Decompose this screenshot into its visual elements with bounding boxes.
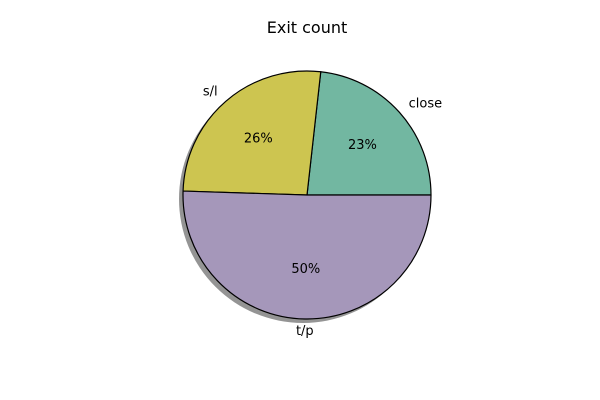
pie-labels: close 23% s/l 26% t/p 50% bbox=[203, 84, 442, 338]
slice-percent-close: 23% bbox=[348, 138, 377, 153]
pie-slices bbox=[182, 70, 432, 320]
slice-percent-s-l: 26% bbox=[244, 131, 273, 146]
chart-title: Exit count bbox=[267, 18, 348, 37]
slice-label-s-l: s/l bbox=[203, 84, 218, 99]
pie-slice-s-l bbox=[182, 70, 322, 196]
pie-slice-t-p bbox=[182, 190, 432, 320]
slice-percent-t-p: 50% bbox=[291, 262, 320, 277]
pie-slice-close bbox=[306, 71, 432, 196]
slice-label-close: close bbox=[409, 97, 442, 112]
slice-label-t-p: t/p bbox=[296, 324, 314, 339]
